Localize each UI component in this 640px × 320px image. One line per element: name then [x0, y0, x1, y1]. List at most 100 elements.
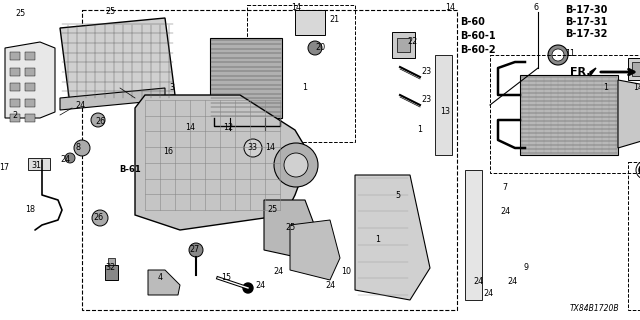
- Text: 25: 25: [105, 7, 115, 17]
- Text: 7: 7: [502, 183, 508, 193]
- Text: B-17-30: B-17-30: [565, 5, 607, 15]
- Bar: [490, 55, 640, 173]
- Polygon shape: [10, 83, 20, 91]
- Text: 14: 14: [633, 83, 640, 92]
- Polygon shape: [148, 270, 180, 295]
- Text: 3: 3: [170, 84, 175, 92]
- Polygon shape: [135, 95, 310, 230]
- Text: 24: 24: [483, 290, 493, 299]
- Text: 23: 23: [421, 95, 431, 105]
- Polygon shape: [10, 114, 20, 122]
- Text: 26: 26: [93, 213, 103, 222]
- Text: 14: 14: [445, 4, 455, 12]
- Text: 14: 14: [185, 124, 195, 132]
- Bar: [247, 5, 355, 142]
- Polygon shape: [628, 58, 640, 80]
- Text: 31: 31: [31, 161, 41, 170]
- Text: 26: 26: [95, 117, 105, 126]
- Polygon shape: [465, 170, 482, 300]
- Circle shape: [74, 140, 90, 156]
- Polygon shape: [10, 68, 20, 76]
- Polygon shape: [520, 75, 618, 155]
- Text: 2: 2: [12, 110, 17, 119]
- Text: B-60-2: B-60-2: [460, 45, 495, 55]
- Polygon shape: [25, 114, 35, 122]
- Circle shape: [91, 113, 105, 127]
- Polygon shape: [25, 52, 35, 60]
- Circle shape: [274, 143, 318, 187]
- Text: B-17-31: B-17-31: [565, 17, 607, 27]
- Text: FR.: FR.: [570, 67, 591, 77]
- Text: 12: 12: [223, 124, 233, 132]
- Circle shape: [243, 283, 253, 293]
- Circle shape: [552, 49, 564, 61]
- Text: 1: 1: [303, 83, 307, 92]
- Text: B-17-32: B-17-32: [565, 29, 607, 39]
- Polygon shape: [264, 200, 320, 260]
- Polygon shape: [60, 18, 175, 105]
- Circle shape: [284, 153, 308, 177]
- Text: 8: 8: [76, 143, 81, 153]
- Polygon shape: [25, 99, 35, 107]
- Text: 24: 24: [473, 277, 483, 286]
- Circle shape: [65, 153, 75, 163]
- Circle shape: [308, 41, 322, 55]
- Text: 10: 10: [341, 268, 351, 276]
- Text: 17: 17: [0, 164, 9, 172]
- Polygon shape: [435, 55, 452, 155]
- Text: 11: 11: [565, 50, 575, 59]
- Text: 23: 23: [421, 68, 431, 76]
- Polygon shape: [632, 62, 640, 76]
- Text: 32: 32: [105, 263, 115, 273]
- Text: 21: 21: [329, 15, 339, 25]
- Polygon shape: [28, 158, 50, 170]
- Text: 5: 5: [396, 190, 401, 199]
- Polygon shape: [618, 80, 640, 148]
- Text: 6: 6: [534, 3, 538, 12]
- Text: 33: 33: [247, 143, 257, 153]
- Text: B-60-1: B-60-1: [460, 31, 495, 41]
- Polygon shape: [210, 38, 282, 118]
- Polygon shape: [290, 220, 340, 280]
- Bar: [628, 162, 640, 310]
- Text: 24: 24: [255, 282, 265, 291]
- Polygon shape: [5, 42, 55, 118]
- Text: 24: 24: [325, 281, 335, 290]
- Text: 16: 16: [163, 148, 173, 156]
- Text: 1: 1: [604, 83, 609, 92]
- Circle shape: [244, 139, 262, 157]
- Polygon shape: [105, 265, 118, 280]
- Text: 18: 18: [25, 205, 35, 214]
- Polygon shape: [355, 175, 430, 300]
- Text: B-61: B-61: [119, 165, 141, 174]
- Text: 20: 20: [315, 44, 325, 52]
- Text: 24: 24: [273, 268, 283, 276]
- Polygon shape: [392, 32, 415, 58]
- Polygon shape: [25, 83, 35, 91]
- Polygon shape: [397, 38, 410, 52]
- Text: 14: 14: [265, 143, 275, 153]
- Polygon shape: [10, 52, 20, 60]
- Polygon shape: [295, 10, 325, 35]
- Text: 1: 1: [417, 125, 422, 134]
- Text: 1: 1: [376, 236, 381, 244]
- Text: 25: 25: [268, 205, 278, 214]
- Text: 13: 13: [440, 108, 450, 116]
- Circle shape: [548, 45, 568, 65]
- Text: 22: 22: [408, 37, 418, 46]
- Text: TX84B1720B: TX84B1720B: [570, 304, 620, 313]
- Polygon shape: [10, 99, 20, 107]
- Text: 15: 15: [221, 274, 231, 283]
- Polygon shape: [60, 88, 165, 110]
- Text: 25: 25: [285, 223, 295, 233]
- Text: 14: 14: [291, 4, 301, 12]
- Text: 25: 25: [15, 10, 25, 19]
- Circle shape: [92, 210, 108, 226]
- Text: 24: 24: [75, 100, 85, 109]
- Circle shape: [189, 243, 203, 257]
- Circle shape: [639, 164, 640, 176]
- Polygon shape: [590, 68, 596, 76]
- Text: B-60: B-60: [460, 17, 485, 27]
- Text: 24: 24: [60, 156, 70, 164]
- Bar: [82, 10, 457, 310]
